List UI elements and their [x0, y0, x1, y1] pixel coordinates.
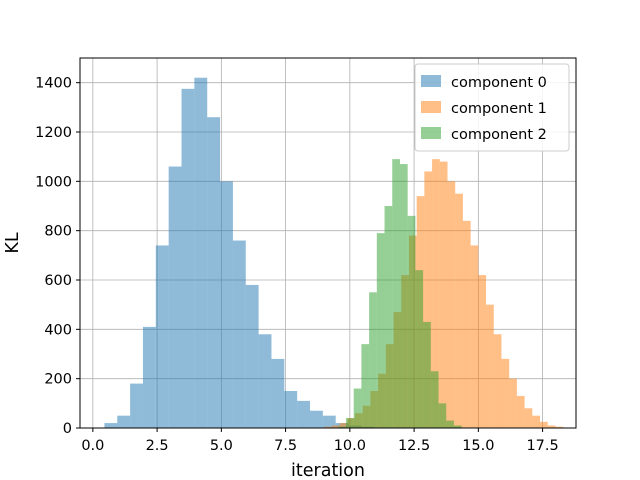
histogram-bar: [104, 423, 118, 428]
histogram-bar: [310, 410, 323, 428]
histogram-bar: [331, 425, 340, 428]
legend-swatch: [421, 101, 441, 113]
x-tick-label: 5.0: [210, 438, 233, 454]
legend: component 0 component 1 component 2: [414, 63, 570, 152]
histogram-bar: [478, 275, 487, 428]
histogram-bar: [245, 284, 259, 428]
legend-box: [414, 63, 570, 152]
histogram-bar: [439, 161, 448, 428]
histogram-bar: [297, 400, 311, 428]
histogram-bar: [207, 117, 221, 428]
y-tick-label: 800: [44, 224, 72, 240]
histogram-bar: [258, 334, 272, 428]
histogram-bar: [284, 391, 298, 428]
histogram-bar: [194, 77, 208, 428]
histogram-bar: [399, 164, 408, 429]
histogram-bar: [547, 425, 556, 428]
histogram-bar: [486, 304, 494, 428]
x-tick-label: 10.0: [334, 438, 366, 454]
histogram-bar: [376, 233, 385, 428]
legend-swatch: [421, 75, 441, 87]
legend-label: component 0: [451, 75, 547, 91]
histogram-bar: [532, 415, 541, 428]
histogram-bar: [555, 426, 564, 428]
histogram-bars: [104, 77, 564, 429]
histogram-bar: [324, 426, 332, 428]
histogram-bar: [353, 388, 362, 428]
histogram-bar: [509, 378, 517, 428]
histogram-bar: [369, 292, 377, 428]
histogram-bar: [339, 423, 348, 428]
legend-label: component 1: [451, 101, 547, 117]
histogram-bar: [271, 358, 285, 428]
plot-frame: [79, 57, 577, 429]
histogram-bar: [453, 425, 462, 428]
histogram-bar: [470, 245, 479, 428]
histogram-bar: [155, 245, 169, 428]
histogram-bar: [455, 193, 463, 428]
histogram-bar: [493, 334, 502, 428]
x-axis-title: iteration: [291, 461, 365, 480]
series-2-bars: [338, 159, 462, 429]
x-tick-label: 0.0: [81, 438, 104, 454]
histogram-bar: [117, 415, 131, 428]
y-tick-label: 600: [44, 273, 72, 289]
histogram-bar: [524, 408, 533, 428]
y-axis-title: KL: [3, 232, 23, 253]
histogram-bar: [501, 358, 510, 428]
x-tick-label: 12.5: [398, 438, 430, 454]
y-tick-label: 200: [44, 372, 72, 388]
series-0-bars: [104, 77, 375, 429]
x-tick-label: 7.5: [274, 438, 297, 454]
histogram-bar: [232, 240, 246, 428]
histogram-bar: [181, 88, 195, 428]
legend-swatch: [421, 127, 441, 139]
histogram-bar: [430, 371, 439, 428]
histogram-bar: [424, 171, 433, 428]
histogram-bar: [168, 166, 182, 429]
y-tick-label: 1000: [35, 174, 72, 190]
y-tick-label: 0: [63, 421, 72, 437]
x-tick-label: 17.5: [526, 438, 558, 454]
y-tick-label: 400: [44, 322, 72, 338]
histogram-bar: [446, 420, 454, 428]
histogram-bar: [345, 418, 354, 428]
y-tick-label: 1200: [35, 125, 72, 141]
legend-label: component 2: [451, 127, 547, 143]
histogram-bar: [407, 215, 416, 428]
axis-ticks: 0.0 2.5 5.0 7.5 10.0 12.5 15.0 17.5 0 200 400 600 80…: [35, 76, 559, 454]
histogram-bar: [415, 270, 424, 428]
histogram-bar: [462, 220, 471, 428]
histogram-bar: [516, 395, 525, 428]
x-tick-label: 15.0: [462, 438, 494, 454]
histogram-bar: [361, 344, 370, 428]
histogram-bar: [392, 159, 400, 428]
histogram-bar: [540, 421, 548, 428]
histogram-bar: [220, 181, 233, 428]
y-tick-label: 1400: [35, 76, 72, 92]
x-tick-label: 2.5: [146, 438, 169, 454]
histogram-bar: [438, 403, 447, 428]
histogram-bar: [447, 181, 456, 428]
histogram-bar: [142, 326, 156, 428]
histogram-bar: [423, 321, 431, 428]
histogram-bar: [130, 383, 143, 428]
histogram-bar: [432, 159, 440, 428]
histogram-bar: [384, 206, 393, 428]
histogram-bar: [338, 426, 346, 428]
histogram-bar: [322, 415, 336, 428]
